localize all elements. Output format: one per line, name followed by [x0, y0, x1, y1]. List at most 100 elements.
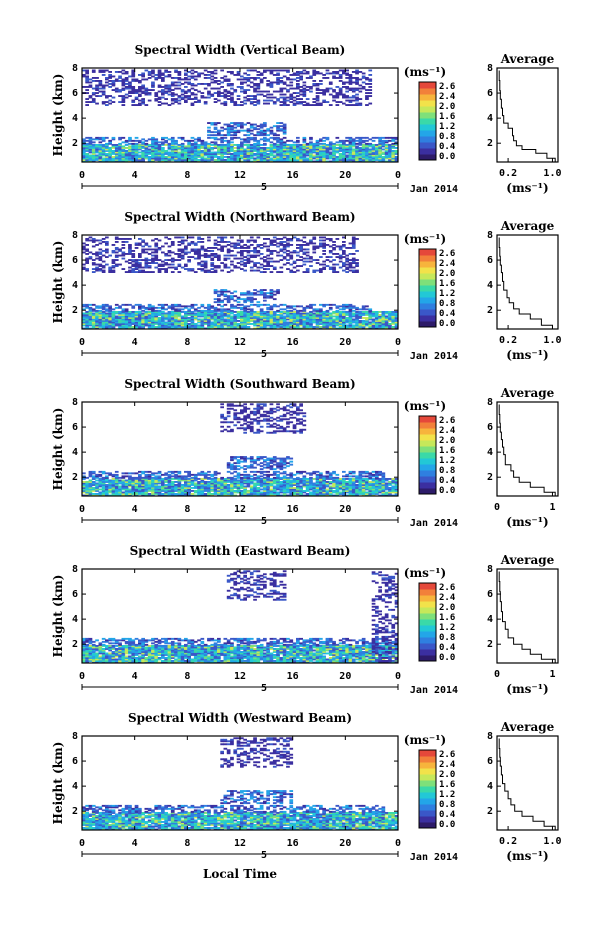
heatmap-cell	[108, 142, 112, 145]
heatmap-cell	[114, 148, 119, 151]
heatmap-cell	[246, 78, 251, 81]
heatmap-cell	[223, 128, 228, 131]
heatmap-cell	[286, 311, 290, 313]
heatmap-cell	[253, 293, 257, 296]
heatmap-cell	[266, 147, 270, 149]
heatmap-cell	[388, 156, 392, 158]
heatmap-cell	[279, 128, 284, 131]
heatmap-cell	[105, 490, 109, 492]
heatmap-cell	[309, 305, 313, 308]
heatmap-cell	[342, 306, 346, 309]
heatmap-cell	[91, 484, 96, 486]
heatmap-cell	[141, 259, 145, 261]
heatmap-cell	[325, 138, 330, 141]
heatmap-cell	[167, 142, 172, 145]
heatmap-cell	[305, 318, 310, 321]
heatmap-cell	[193, 309, 198, 312]
heatmap-cell	[91, 71, 96, 73]
heatmap-cell	[315, 323, 320, 325]
heatmap-cell	[236, 266, 241, 269]
heatmap-cell	[299, 309, 303, 312]
heatmap-cell	[118, 145, 122, 148]
heatmap-cell	[157, 259, 162, 261]
heatmap-cell	[299, 72, 303, 75]
heatmap-cell	[335, 323, 340, 325]
heatmap-cell	[101, 260, 106, 263]
heatmap-cell	[164, 478, 168, 480]
heatmap-cell	[292, 145, 297, 148]
heatmap-cell	[296, 101, 300, 103]
heatmap-cell	[114, 78, 119, 81]
heatmap-cell	[91, 99, 96, 102]
heatmap-cell	[345, 86, 349, 88]
heatmap-cell	[253, 315, 257, 318]
heatmap-cell	[177, 478, 182, 480]
heatmap-cell	[105, 150, 109, 152]
heatmap-cell	[292, 87, 297, 90]
heatmap-cell	[391, 321, 396, 324]
heatmap-cell	[138, 491, 142, 494]
y-tick-label: 6	[72, 255, 78, 266]
heatmap-cell	[355, 271, 359, 273]
heatmap-cell	[170, 151, 175, 154]
heatmap-cell	[213, 156, 218, 158]
heatmap-cell	[128, 269, 132, 272]
heatmap-cell	[335, 104, 340, 106]
heatmap-cell	[141, 78, 145, 81]
heatmap-cell	[240, 101, 244, 103]
heatmap-cell	[378, 159, 382, 161]
heatmap-cell	[302, 309, 307, 312]
heatmap-cell	[184, 251, 188, 254]
heatmap-cell	[164, 156, 168, 158]
heatmap-cell	[361, 311, 366, 313]
heatmap-cell	[263, 142, 267, 145]
heatmap-cell	[177, 84, 182, 87]
heatmap-cell	[305, 153, 310, 155]
heatmap-cell	[269, 324, 274, 327]
heatmap-cell	[184, 321, 188, 324]
heatmap-cell	[170, 488, 175, 491]
heatmap-cell	[282, 129, 287, 132]
heatmap-cell	[180, 98, 185, 100]
heatmap-cell	[161, 156, 165, 158]
heatmap-cell	[338, 150, 343, 152]
heatmap-cell	[335, 159, 340, 161]
heatmap-cell	[309, 104, 313, 106]
heatmap-cell	[157, 90, 162, 93]
heatmap-cell	[223, 156, 228, 158]
heatmap-cell	[269, 69, 274, 72]
heatmap-cell	[312, 320, 317, 322]
heatmap-cell	[236, 247, 241, 249]
colorbar-swatch	[419, 303, 436, 310]
heatmap-cell	[180, 96, 185, 99]
heatmap-cell	[210, 81, 215, 84]
heatmap-cell	[315, 314, 320, 316]
heatmap-cell	[184, 315, 188, 318]
heatmap-cell	[220, 148, 224, 151]
heatmap-cell	[170, 490, 175, 492]
heatmap-cell	[302, 151, 307, 154]
colorbar-swatch	[419, 279, 436, 286]
heatmap-cell	[249, 254, 254, 257]
heatmap-cell	[296, 157, 300, 160]
heatmap-cell	[256, 139, 261, 142]
heatmap-cell	[253, 241, 257, 243]
heatmap-cell	[85, 80, 89, 82]
heatmap-cell	[131, 268, 136, 270]
heatmap-cell	[253, 317, 257, 319]
heatmap-cell	[193, 93, 198, 96]
heatmap-cell	[151, 139, 155, 142]
heatmap-cell	[272, 132, 277, 135]
heatmap-cell	[131, 315, 136, 318]
heatmap-cell	[368, 89, 373, 91]
heatmap-cell	[223, 323, 228, 325]
heatmap-cell	[95, 318, 99, 321]
heatmap-cell	[325, 157, 330, 160]
heatmap-cell	[95, 309, 99, 312]
heatmap-cell	[217, 150, 221, 152]
y-tick-label: 4	[72, 113, 78, 124]
heatmap-cell	[98, 153, 103, 155]
heatmap-cell	[368, 151, 373, 154]
heatmap-cell	[95, 269, 99, 272]
heatmap-cell	[95, 254, 99, 257]
